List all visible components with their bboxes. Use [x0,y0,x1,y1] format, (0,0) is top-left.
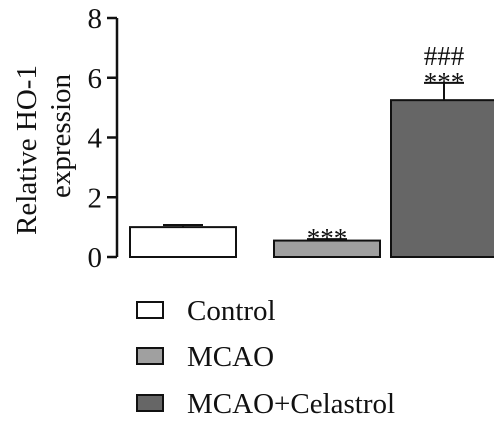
legend-label: MCAO [187,341,274,373]
y-tick-label: 4 [88,123,103,155]
legend-swatch [136,347,164,365]
significance-marker: *** [307,223,348,253]
legend-swatch [136,301,164,319]
y-axis-label-line-2: expression [45,73,77,198]
legend-swatch [136,394,164,412]
y-axis-label: Relative HO-1 expression [11,65,77,235]
y-tick-label: 0 [88,242,103,274]
y-tick-label: 6 [88,63,103,95]
legend-label: MCAO+Celastrol [187,388,395,420]
significance-marker: ### [424,41,465,71]
bar-control [129,226,237,258]
annotations: ***###*** [307,41,465,253]
legend-label: Control [187,295,276,327]
y-ticks: 0 2 4 6 8 [88,3,117,274]
y-tick-label: 2 [88,182,103,214]
y-tick-label: 8 [88,3,103,35]
y-axis-label-line-1: Relative HO-1 [11,65,43,235]
bar-mcao-celastrol [390,99,494,258]
bars [129,81,494,259]
significance-marker: *** [424,67,465,97]
legend: Control MCAO MCAO+Celastrol [136,295,395,420]
